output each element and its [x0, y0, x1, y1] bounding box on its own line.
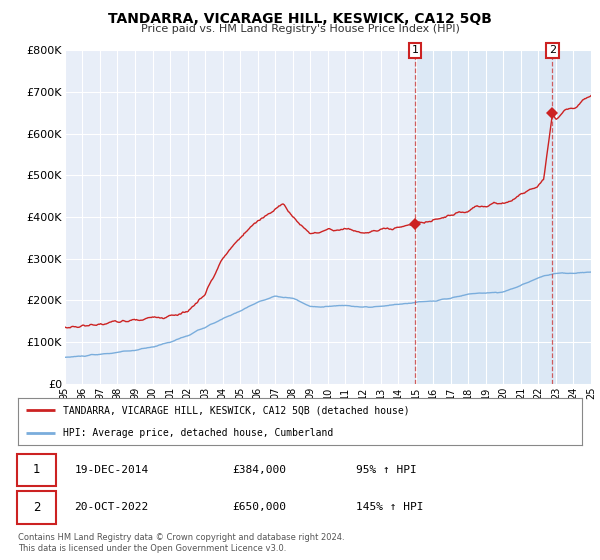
- Text: 20-OCT-2022: 20-OCT-2022: [74, 502, 149, 512]
- Text: 2: 2: [549, 45, 556, 55]
- Text: 145% ↑ HPI: 145% ↑ HPI: [356, 502, 424, 512]
- Text: Price paid vs. HM Land Registry's House Price Index (HPI): Price paid vs. HM Land Registry's House …: [140, 24, 460, 34]
- Bar: [415, 50, 591, 384]
- FancyBboxPatch shape: [17, 491, 56, 524]
- Text: TANDARRA, VICARAGE HILL, KESWICK, CA12 5QB (detached house): TANDARRA, VICARAGE HILL, KESWICK, CA12 5…: [63, 405, 410, 416]
- Text: 1: 1: [412, 45, 418, 55]
- Text: £650,000: £650,000: [232, 502, 286, 512]
- Text: 1: 1: [33, 464, 40, 477]
- Text: HPI: Average price, detached house, Cumberland: HPI: Average price, detached house, Cumb…: [63, 428, 334, 438]
- Text: 19-DEC-2014: 19-DEC-2014: [74, 465, 149, 475]
- FancyBboxPatch shape: [17, 454, 56, 486]
- Text: Contains HM Land Registry data © Crown copyright and database right 2024.
This d: Contains HM Land Registry data © Crown c…: [18, 533, 344, 553]
- Text: 2: 2: [33, 501, 40, 514]
- Text: £384,000: £384,000: [232, 465, 286, 475]
- Text: TANDARRA, VICARAGE HILL, KESWICK, CA12 5QB: TANDARRA, VICARAGE HILL, KESWICK, CA12 5…: [108, 12, 492, 26]
- Text: 95% ↑ HPI: 95% ↑ HPI: [356, 465, 417, 475]
